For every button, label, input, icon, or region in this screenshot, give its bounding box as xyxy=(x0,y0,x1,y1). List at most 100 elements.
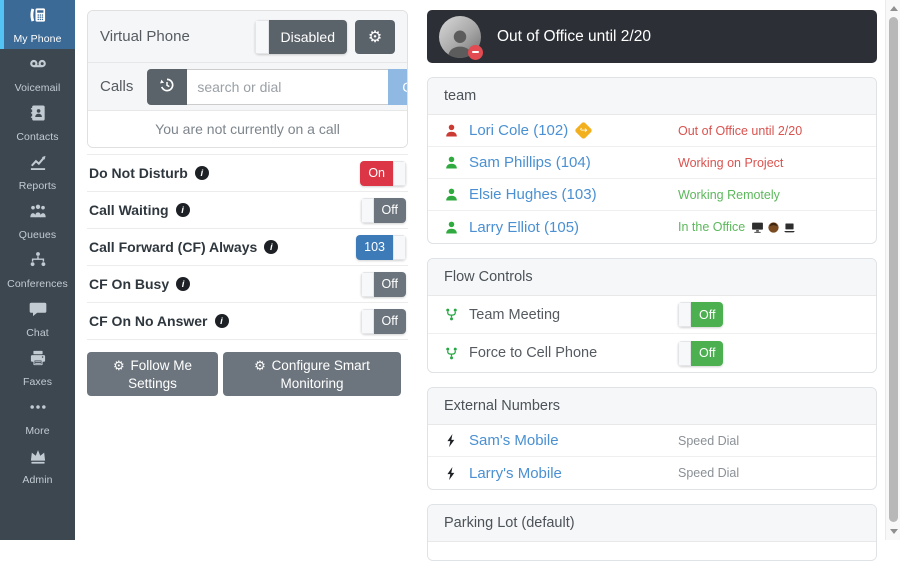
scrollbar-thumb[interactable] xyxy=(888,17,898,522)
ellipsis-icon xyxy=(28,397,48,422)
person-available-icon xyxy=(444,155,459,170)
toggle-state-label: Off xyxy=(373,308,406,334)
sidebar-item-label: Reports xyxy=(18,179,57,192)
virtual-phone-label: Virtual Phone xyxy=(100,28,190,45)
flow-control-row: Force to Cell Phone Off xyxy=(428,334,876,372)
desk-phone-icon xyxy=(28,5,48,30)
sitemap-icon xyxy=(28,250,48,275)
info-icon[interactable]: i xyxy=(194,166,209,180)
busy-status-badge xyxy=(468,44,483,60)
toggle-label: Call Forward (CF) Always xyxy=(89,239,258,255)
person-busy-icon xyxy=(444,123,459,138)
sidebar-item-voicemail[interactable]: Voicemail xyxy=(0,49,75,98)
toggle-label: CF On Busy xyxy=(89,276,170,292)
toggle-label: CF On No Answer xyxy=(89,313,208,329)
call-waiting-toggle[interactable]: Off xyxy=(360,197,406,223)
dial-search-input[interactable] xyxy=(187,68,389,105)
configure-smart-monitoring-button[interactable]: ⚙ Configure Smart Monitoring xyxy=(223,352,401,396)
sidebar-item-faxes[interactable]: Faxes xyxy=(0,343,75,392)
crown-icon xyxy=(28,446,48,471)
member-status: In the Office xyxy=(678,220,746,234)
info-icon[interactable]: i xyxy=(264,240,279,254)
voicemail-icon xyxy=(28,54,48,79)
sidebar-item-label: Admin xyxy=(22,473,53,486)
toggle-knob xyxy=(678,340,691,366)
gear-icon: ⚙ xyxy=(254,358,266,373)
my-status-text: Out of Office until 2/20 xyxy=(497,27,651,45)
virtual-phone-toggle[interactable]: Disabled xyxy=(254,19,347,54)
member-status: Working on Project xyxy=(678,155,784,170)
sidebar-item-label: Chat xyxy=(26,326,49,339)
sidebar-item-label: My Phone xyxy=(13,32,62,45)
sidebar-item-my-phone[interactable]: My Phone xyxy=(0,0,75,49)
no-call-message: You are not currently on a call xyxy=(88,111,407,147)
toggle-state-label: Off xyxy=(691,302,724,327)
sidebar-item-label: More xyxy=(25,424,50,437)
cf-on-busy-toggle[interactable]: Off xyxy=(360,271,406,297)
call-button[interactable]: Call xyxy=(388,68,407,105)
external-numbers-card: External Numbers Sam's Mobile Speed Dial… xyxy=(427,387,877,490)
toggle-knob xyxy=(360,308,374,334)
flow-control-row: Team Meeting Off xyxy=(428,296,876,334)
presence-panel: Out of Office until 2/20 team Lori Cole … xyxy=(427,0,877,561)
team-member-link[interactable]: Lori Cole (102) xyxy=(469,122,569,139)
sidebar-item-reports[interactable]: Reports xyxy=(0,147,75,196)
scrollbar-down-arrow[interactable] xyxy=(890,529,898,534)
sidebar-item-more[interactable]: More xyxy=(0,392,75,441)
phone-panel: Virtual Phone Disabled ⚙ Calls xyxy=(75,0,420,540)
bolt-icon xyxy=(444,433,459,448)
sidebar: My Phone Voicemail Contacts Reports Queu… xyxy=(0,0,75,540)
desktop-icon xyxy=(752,222,764,233)
sidebar-item-contacts[interactable]: Contacts xyxy=(0,98,75,147)
external-number-row: Sam's Mobile Speed Dial xyxy=(428,425,876,457)
team-member-link[interactable]: Larry Elliot (105) xyxy=(469,218,580,236)
sidebar-item-chat[interactable]: Chat xyxy=(0,294,75,343)
external-number-link[interactable]: Sam's Mobile xyxy=(469,432,559,449)
parking-lot-card: Parking Lot (default) xyxy=(427,504,877,561)
team-member-row: Lori Cole (102) ↪ Out of Office until 2/… xyxy=(428,115,876,147)
team-member-link[interactable]: Elsie Hughes (103) xyxy=(469,186,597,203)
toggle-state-label: On xyxy=(360,160,393,186)
flow-fork-icon xyxy=(444,307,459,322)
do-not-disturb-toggle[interactable]: On xyxy=(360,160,406,186)
team-member-row: Elsie Hughes (103) Working Remotely xyxy=(428,179,876,211)
parking-lot-header: Parking Lot (default) xyxy=(428,505,876,542)
number-type: Speed Dial xyxy=(678,433,740,448)
team-member-row: Larry Elliot (105) In the Office xyxy=(428,211,876,243)
avatar-photo xyxy=(439,15,481,58)
info-icon[interactable]: i xyxy=(176,277,191,291)
person-available-icon xyxy=(444,220,459,235)
call-history-button[interactable] xyxy=(147,68,188,105)
call-forward-always-toggle[interactable]: 103 xyxy=(356,234,406,260)
cf-on-no-answer-toggle[interactable]: Off xyxy=(360,308,406,334)
follow-me-settings-button[interactable]: ⚙ Follow Me Settings xyxy=(87,352,218,396)
team-card: team Lori Cole (102) ↪ Out of Office unt… xyxy=(427,77,877,244)
calls-row: Calls Call xyxy=(88,63,407,111)
app-window: My Phone Voicemail Contacts Reports Queu… xyxy=(0,0,900,540)
laptop-icon xyxy=(784,222,796,232)
flow-controls-header: Flow Controls xyxy=(428,259,876,296)
avatar[interactable] xyxy=(439,15,483,60)
scrollbar-up-arrow[interactable] xyxy=(890,6,898,11)
address-book-icon xyxy=(28,103,48,128)
team-member-link[interactable]: Sam Phillips (104) xyxy=(469,154,591,171)
info-icon[interactable]: i xyxy=(214,314,229,328)
toggle-label: Do Not Disturb xyxy=(89,165,188,181)
scrollbar-track xyxy=(885,0,900,540)
sidebar-item-label: Faxes xyxy=(22,375,53,388)
toggle-state-label: Off xyxy=(373,271,406,297)
sidebar-item-label: Contacts xyxy=(16,130,59,143)
sidebar-item-conferences[interactable]: Conferences xyxy=(0,245,75,294)
sidebar-item-label: Conferences xyxy=(7,277,68,290)
sidebar-item-admin[interactable]: Admin xyxy=(0,441,75,490)
external-number-link[interactable]: Larry's Mobile xyxy=(469,464,562,482)
flow-control-label: Team Meeting xyxy=(469,306,561,323)
force-to-cell-phone-toggle[interactable]: Off xyxy=(678,340,724,366)
virtual-phone-row: Virtual Phone Disabled ⚙ xyxy=(88,11,407,63)
info-icon[interactable]: i xyxy=(175,203,190,217)
team-meeting-toggle[interactable]: Off xyxy=(678,302,724,327)
sidebar-item-queues[interactable]: Queues xyxy=(0,196,75,245)
toggle-knob xyxy=(393,160,406,186)
virtual-phone-settings-button[interactable]: ⚙ xyxy=(355,19,395,54)
person-icon xyxy=(768,221,779,233)
